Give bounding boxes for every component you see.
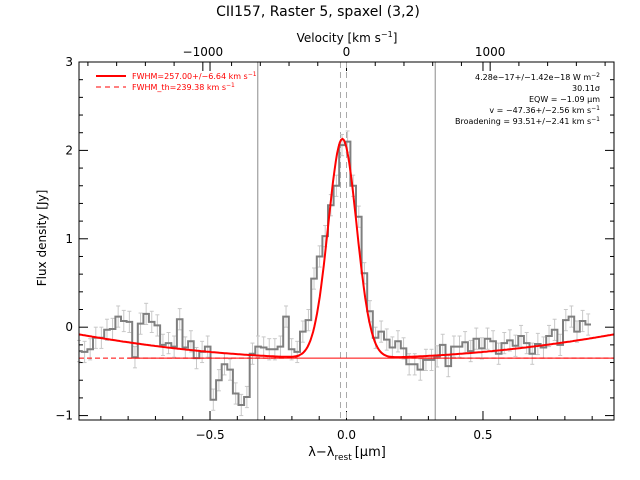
top-axis-ticks: −1000 0 1000: [87, 45, 606, 71]
legend: FWHM=257.00+/−6.64 km s−1FWHM_th=239.38 …: [96, 71, 257, 92]
annotation-line: Broadening = 93.51+/−2.41 km s−1: [455, 116, 600, 126]
plot-area: [77, 62, 615, 420]
annotation-line: v = −47.36+/−2.56 km s−1: [489, 105, 600, 115]
top-tick-label: 0: [343, 45, 351, 59]
y-axis-label: Flux density [Jy]: [35, 190, 49, 287]
left-axis-ticks: −1 0 1 2 3: [55, 55, 614, 423]
fit-model-curve: [78, 137, 615, 359]
legend-label: FWHM_th=239.38 km s−1: [132, 82, 235, 92]
x-axis-label: λ−λrest [μm]: [308, 445, 386, 463]
chart-title: CII157, Raster 5, spaxel (3,2): [216, 4, 420, 20]
thermal-fwhm-curve: [79, 138, 614, 359]
y-tick-label: −1: [55, 409, 73, 423]
annotation-line: 4.28e−17+/−1.42e−18 W m−2: [475, 72, 600, 82]
fit-annotations: 4.28e−17+/−1.42e−18 W m−2 30.11σ EQW = −1.…: [455, 72, 600, 126]
x-tick-label: 0.5: [473, 428, 492, 442]
plot-frame: [78, 61, 615, 421]
y-tick-label: 3: [65, 55, 73, 69]
annotation-line: EQW = −1.09 μm: [529, 95, 600, 104]
spectrum-histogram: [79, 140, 591, 406]
y-tick-label: 0: [65, 320, 73, 334]
top-tick-label: 1000: [475, 45, 506, 59]
top-axis-label: Velocity [km s−1]: [297, 30, 398, 45]
bottom-axis-ticks: −0.5 0.0 0.5: [100, 62, 593, 442]
annotation-line: 30.11σ: [572, 84, 600, 93]
top-tick-label: −1000: [183, 45, 224, 59]
x-tick-label: −0.5: [195, 428, 224, 442]
x-tick-label: 0.0: [337, 428, 356, 442]
legend-label: FWHM=257.00+/−6.64 km s−1: [132, 71, 257, 81]
y-tick-label: 1: [65, 232, 73, 246]
y-tick-label: 2: [65, 143, 73, 157]
